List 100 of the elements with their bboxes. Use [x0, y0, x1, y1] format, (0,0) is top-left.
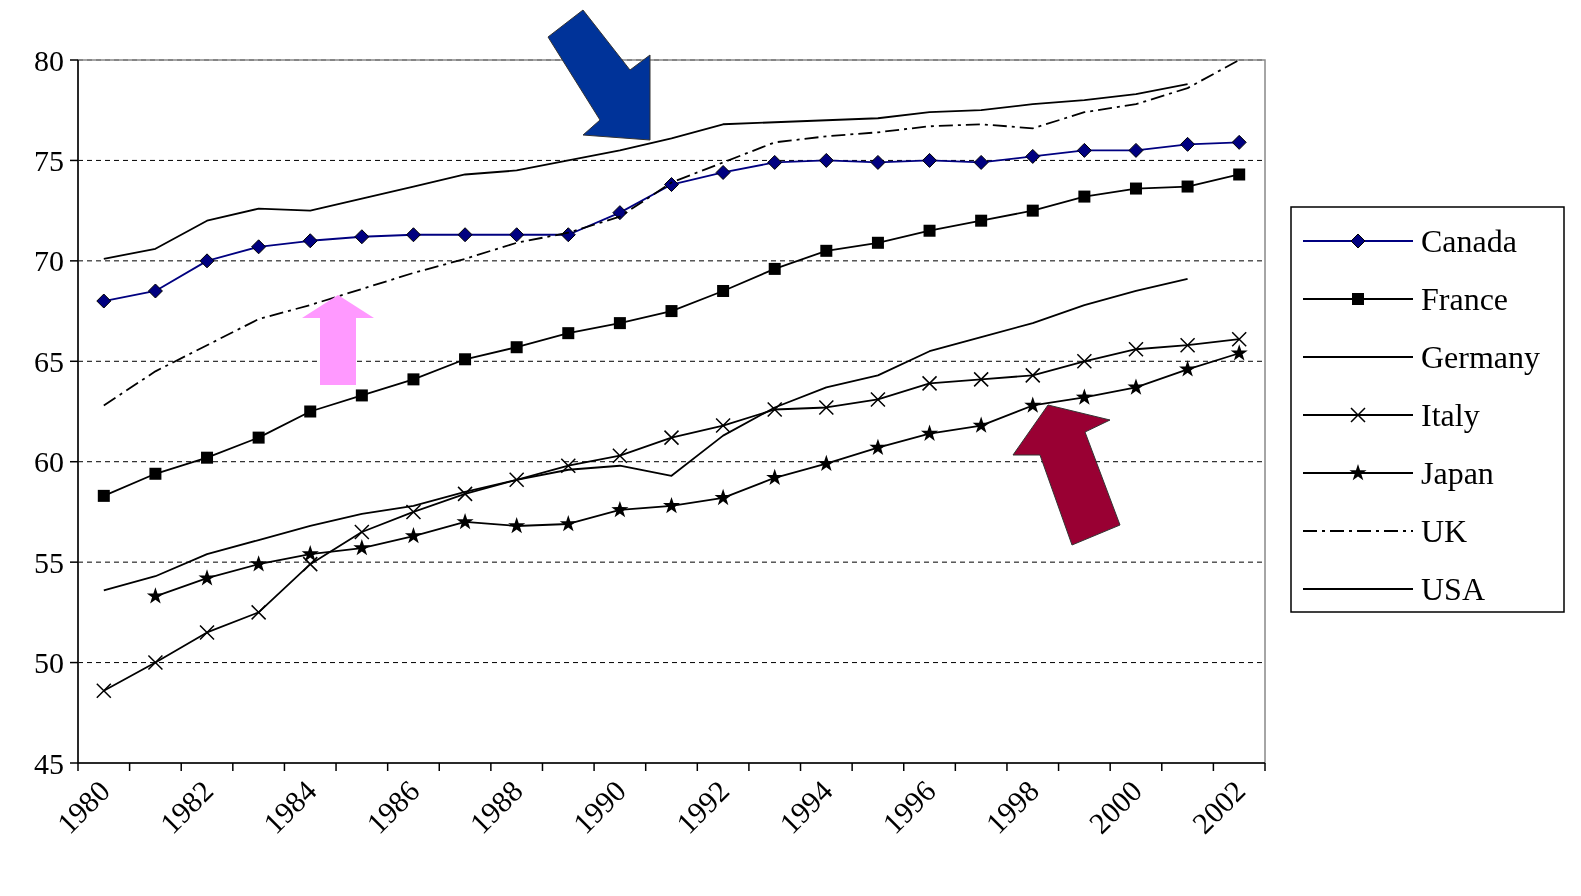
- point: [820, 244, 833, 257]
- point: [1179, 360, 1197, 377]
- point: [302, 233, 318, 249]
- point: [612, 447, 628, 464]
- point: [354, 524, 370, 540]
- point: [355, 389, 368, 402]
- point: [508, 472, 525, 488]
- point: [714, 488, 732, 506]
- legend-label: Japan: [1421, 455, 1494, 492]
- point: [1231, 331, 1247, 347]
- point: [404, 527, 423, 544]
- point: [664, 177, 679, 193]
- point: [509, 227, 525, 243]
- point: [1078, 190, 1091, 203]
- point: [1026, 204, 1039, 217]
- point: [562, 327, 575, 340]
- point: [456, 512, 474, 530]
- legend-label: Germany: [1421, 339, 1541, 376]
- point: [96, 682, 112, 699]
- point: [97, 489, 110, 502]
- point: [975, 214, 988, 227]
- point: [1025, 148, 1041, 164]
- point: [717, 284, 730, 297]
- point: [663, 429, 680, 446]
- point: [613, 317, 626, 330]
- point: [973, 154, 989, 170]
- y-tick-label: 45: [34, 746, 64, 780]
- point: [1076, 353, 1093, 370]
- legend-label: France: [1421, 281, 1509, 318]
- point: [665, 305, 678, 318]
- point: [1127, 378, 1145, 395]
- point: [766, 468, 784, 486]
- point: [715, 164, 731, 180]
- y-tick-label: 55: [34, 545, 64, 579]
- point: [767, 154, 783, 170]
- point: [922, 152, 938, 168]
- point: [920, 424, 939, 441]
- point: [560, 457, 577, 474]
- point: [1128, 341, 1144, 357]
- legend-label: UK: [1421, 513, 1468, 550]
- point: [407, 373, 420, 386]
- point: [870, 154, 886, 170]
- legend-label: Italy: [1421, 397, 1480, 434]
- point: [457, 486, 473, 502]
- point: [1025, 367, 1041, 384]
- point: [1230, 344, 1248, 361]
- y-tick-label: 75: [34, 143, 64, 177]
- point: [147, 283, 163, 299]
- point: [766, 401, 783, 418]
- point: [96, 293, 112, 309]
- y-tick-label: 80: [34, 43, 64, 77]
- point: [457, 227, 473, 243]
- point: [250, 604, 267, 621]
- point: [1128, 142, 1144, 158]
- point: [715, 417, 731, 434]
- point: [146, 587, 164, 604]
- y-tick-label: 60: [34, 445, 64, 479]
- point: [199, 253, 215, 269]
- y-tick-label: 50: [34, 646, 64, 680]
- point: [559, 514, 577, 532]
- point: [1180, 136, 1196, 152]
- point: [611, 500, 629, 518]
- point: [508, 516, 526, 534]
- point: [973, 371, 989, 388]
- point: [459, 353, 472, 366]
- point: [869, 438, 887, 455]
- point: [405, 504, 422, 520]
- point: [302, 556, 318, 572]
- point: [199, 624, 215, 641]
- point: [1181, 180, 1194, 193]
- point: [1075, 388, 1093, 405]
- point: [354, 229, 370, 245]
- y-tick-label: 65: [34, 344, 64, 378]
- point: [1076, 142, 1092, 158]
- point: [250, 555, 268, 572]
- point: [662, 496, 681, 514]
- point: [921, 375, 938, 392]
- point: [149, 467, 162, 480]
- point: [817, 454, 835, 471]
- point: [147, 654, 164, 671]
- legend-label: Canada: [1421, 223, 1517, 260]
- point: [818, 399, 835, 416]
- point: [923, 224, 936, 237]
- point: [871, 236, 884, 249]
- point: [353, 539, 371, 556]
- point: [304, 405, 317, 418]
- point: [768, 262, 781, 275]
- point: [198, 569, 216, 586]
- point: [612, 205, 628, 221]
- point: [1233, 168, 1246, 181]
- point: [252, 431, 265, 444]
- point: [510, 341, 523, 354]
- point: [1179, 337, 1196, 353]
- point: [870, 391, 886, 408]
- point: [301, 545, 319, 562]
- point: [201, 451, 214, 464]
- point: [405, 227, 421, 243]
- point: [972, 416, 990, 433]
- y-tick-label: 70: [34, 244, 64, 278]
- point: [251, 239, 267, 255]
